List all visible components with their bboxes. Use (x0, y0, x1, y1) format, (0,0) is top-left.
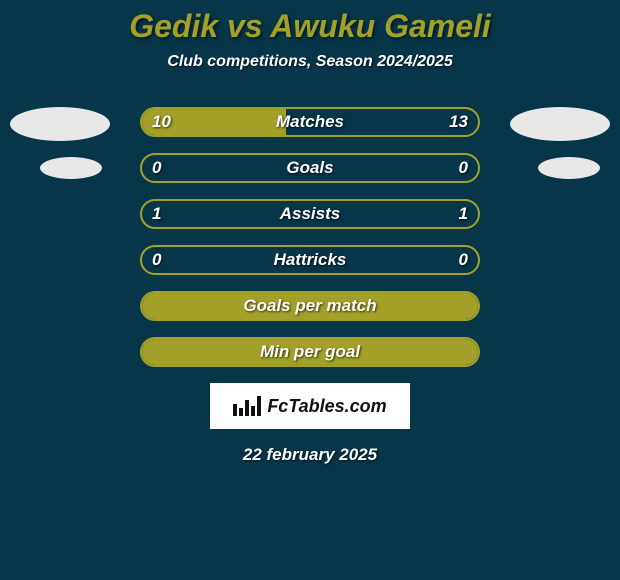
stat-row: Goals per match (0, 291, 620, 321)
stat-value-right: 0 (459, 153, 468, 183)
stat-track (140, 337, 480, 367)
stat-value-right: 0 (459, 245, 468, 275)
stat-fill (142, 339, 478, 365)
stat-value-right: 1 (459, 199, 468, 229)
stat-track (140, 107, 480, 137)
source-badge: FcTables.com (210, 383, 410, 429)
stat-fill (142, 293, 478, 319)
stat-row: Min per goal (0, 337, 620, 367)
comparison-subtitle: Club competitions, Season 2024/2025 (0, 53, 620, 71)
stat-value-right: 13 (449, 107, 468, 137)
bars-icon (233, 396, 261, 416)
stat-value-left: 0 (152, 245, 161, 275)
stat-track (140, 153, 480, 183)
stat-track (140, 291, 480, 321)
stat-row: 00Hattricks (0, 245, 620, 275)
comparison-title: Gedik vs Awuku Gameli (0, 0, 620, 45)
stat-row: 1013Matches (0, 107, 620, 137)
stat-rows: 1013Matches00Goals11Assists00HattricksGo… (0, 107, 620, 367)
stat-row: 11Assists (0, 199, 620, 229)
stat-row: 00Goals (0, 153, 620, 183)
stat-value-left: 10 (152, 107, 171, 137)
source-badge-text: FcTables.com (267, 396, 386, 417)
stat-value-left: 0 (152, 153, 161, 183)
comparison-date: 22 february 2025 (0, 445, 620, 465)
stat-track (140, 245, 480, 275)
comparison-stage: 1013Matches00Goals11Assists00HattricksGo… (0, 107, 620, 367)
stat-track (140, 199, 480, 229)
stat-value-left: 1 (152, 199, 161, 229)
